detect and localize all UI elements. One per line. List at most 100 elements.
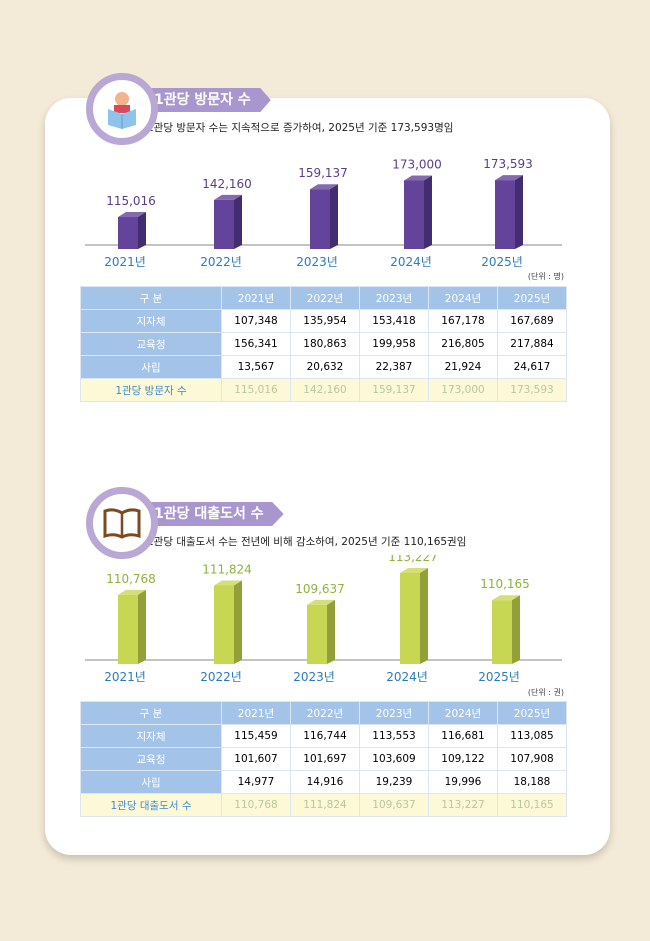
loans-chart: 110,768 2021년 111,824 2022년 109,637 2023년 113,… (85, 555, 562, 684)
table-cell: 22,387 (359, 355, 429, 379)
table-cell: 173,593 (497, 378, 567, 402)
column-header: 2021년 (221, 701, 291, 725)
section-subtitle: 1관당 방문자 수는 지속적으로 증가하여, 2025년 기준 173,593명… (147, 122, 454, 134)
year-label: 2025년 (478, 670, 520, 684)
bar (118, 212, 146, 249)
table-cell: 156,341 (221, 332, 291, 356)
table-cell: 101,697 (290, 747, 360, 771)
table-row: 사립 13,567 20,632 22,387 21,924 24,617 (80, 355, 567, 379)
bar (118, 589, 146, 664)
row-label: 교육청 (80, 747, 222, 771)
table-row: 지자체 107,348 135,954 153,418 167,178 167,689 (80, 309, 567, 333)
value-label: 110,165 (480, 577, 530, 591)
table-cell: 18,188 (497, 770, 567, 794)
visitors-table: 구 분 2021년 2022년 2023년 2024년 2025년 지자체 107,348 13… (80, 286, 567, 402)
value-label: 109,637 (295, 582, 345, 596)
table-cell: 19,996 (428, 770, 498, 794)
column-header: 구 분 (80, 286, 222, 310)
bar (214, 580, 242, 664)
table-cell: 21,924 (428, 355, 498, 379)
year-label: 2021년 (104, 255, 146, 269)
table-cell: 159,137 (359, 378, 429, 402)
column-header: 2021년 (221, 286, 291, 310)
table-header-row: 구 분 2021년 2022년 2023년 2024년 2025년 (80, 286, 567, 310)
table-cell: 116,681 (428, 724, 498, 748)
section-title: 1관당 방문자 수 (140, 88, 271, 112)
table-cell: 107,908 (497, 747, 567, 771)
value-label: 173,000 (392, 157, 442, 171)
year-label: 2025년 (481, 255, 523, 269)
table-cell: 180,863 (290, 332, 360, 356)
year-label: 2024년 (390, 255, 432, 269)
value-label: 111,824 (202, 562, 252, 576)
reading-person-icon (86, 73, 158, 145)
table-cell: 173,000 (428, 378, 498, 402)
table-cell: 113,085 (497, 724, 567, 748)
value-label: 159,137 (298, 166, 348, 180)
table-cell: 115,016 (221, 378, 291, 402)
table-cell: 14,977 (221, 770, 291, 794)
table-cell: 103,609 (359, 747, 429, 771)
row-label: 지자체 (80, 309, 222, 333)
year-label: 2024년 (386, 670, 428, 684)
table-cell: 19,239 (359, 770, 429, 794)
table-cell: 216,805 (428, 332, 498, 356)
table-row: 사립 14,977 14,916 19,239 19,996 18,188 (80, 770, 567, 794)
column-header: 2022년 (290, 286, 360, 310)
column-header: 2025년 (497, 701, 567, 725)
table-row: 1관당 방문자 수 115,016 142,160 159,137 173,000 173… (80, 378, 567, 402)
row-label: 사립 (80, 770, 222, 794)
table-cell: 113,553 (359, 724, 429, 748)
column-header: 2022년 (290, 701, 360, 725)
table-cell: 14,916 (290, 770, 360, 794)
table-cell: 153,418 (359, 309, 429, 333)
table-cell: 111,824 (290, 793, 360, 817)
value-label: 142,160 (202, 177, 252, 191)
bar (495, 175, 523, 249)
table-cell: 101,607 (221, 747, 291, 771)
table-cell: 217,884 (497, 332, 567, 356)
table-cell: 135,954 (290, 309, 360, 333)
section-title: 1관당 대출도서 수 (140, 502, 284, 526)
column-header: 2025년 (497, 286, 567, 310)
loans-table: 구 분 2021년 2022년 2023년 2024년 2025년 지자체 115,459 11… (80, 701, 567, 817)
table-row: 교육청 101,607 101,697 103,609 109,122 107,908 (80, 747, 567, 771)
table-cell: 110,165 (497, 793, 567, 817)
year-label: 2023년 (296, 255, 338, 269)
column-header: 2023년 (359, 286, 429, 310)
row-label: 지자체 (80, 724, 222, 748)
year-label: 2022년 (200, 255, 242, 269)
unit-label: (단위 : 명) (527, 272, 564, 281)
table-cell: 142,160 (290, 378, 360, 402)
value-label: 110,768 (106, 572, 156, 586)
table-cell: 20,632 (290, 355, 360, 379)
column-header: 2024년 (428, 286, 498, 310)
row-label: 사립 (80, 355, 222, 379)
column-header: 2024년 (428, 701, 498, 725)
table-cell: 113,227 (428, 793, 498, 817)
open-book-icon (86, 487, 158, 559)
column-header: 2023년 (359, 701, 429, 725)
row-label: 1관당 방문자 수 (80, 378, 222, 402)
table-cell: 109,122 (428, 747, 498, 771)
table-cell: 13,567 (221, 355, 291, 379)
bar (310, 184, 338, 249)
table-cell: 167,178 (428, 309, 498, 333)
value-label: 113,227 (388, 555, 438, 564)
table-row: 1관당 대출도서 수 110,768 111,824 109,637 113,227 11… (80, 793, 567, 817)
year-label: 2023년 (293, 670, 335, 684)
table-row: 지자체 115,459 116,744 113,553 116,681 113,085 (80, 724, 567, 748)
bar (400, 567, 428, 664)
table-cell: 109,637 (359, 793, 429, 817)
table-cell: 24,617 (497, 355, 567, 379)
year-label: 2021년 (104, 670, 146, 684)
bar (404, 175, 432, 249)
year-label: 2022년 (200, 670, 242, 684)
table-cell: 107,348 (221, 309, 291, 333)
column-header: 구 분 (80, 701, 222, 725)
value-label: 173,593 (483, 157, 533, 171)
table-cell: 115,459 (221, 724, 291, 748)
table-cell: 110,768 (221, 793, 291, 817)
row-label: 1관당 대출도서 수 (80, 793, 222, 817)
table-cell: 116,744 (290, 724, 360, 748)
